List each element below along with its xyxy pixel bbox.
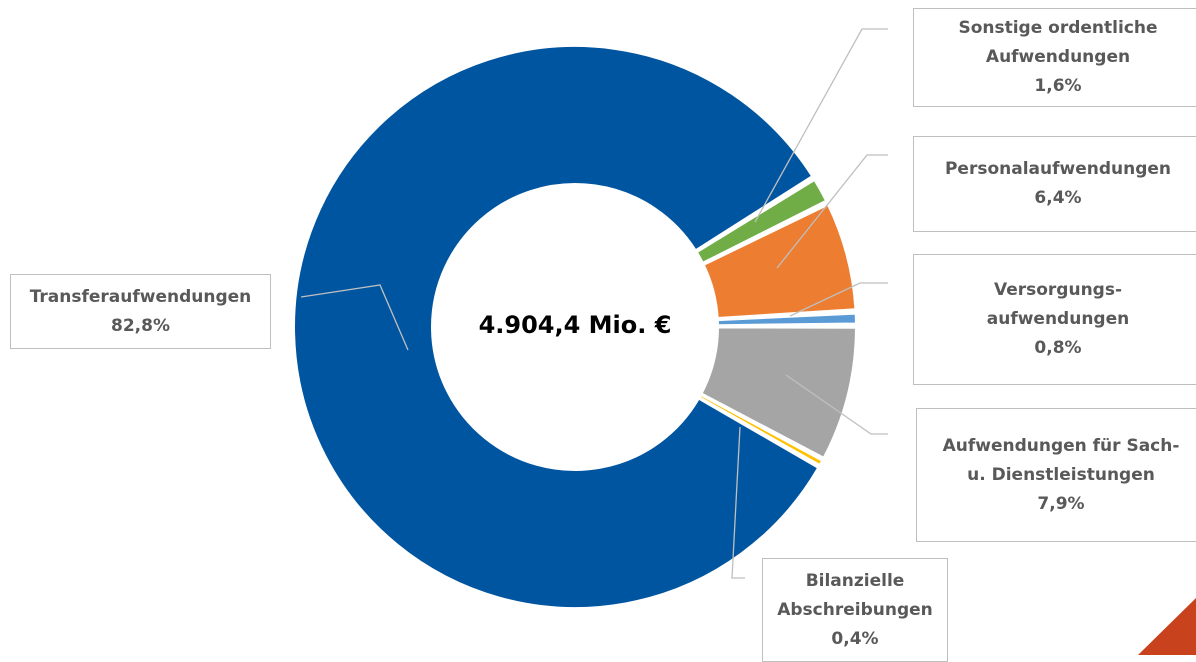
leader-lines: [300, 28, 888, 579]
data-label-text: u. Dienstleistungen: [967, 464, 1155, 485]
slice-sachleistungen: [700, 326, 858, 460]
data-label-text: Aufwendungen: [985, 47, 1131, 67]
donut-slices: [293, 45, 858, 609]
leader-line-sonstige: [754, 28, 888, 223]
data-label-text: Abschreibungen: [777, 599, 933, 620]
leader-line-sachleistungen: [785, 374, 888, 435]
data-label-percent: 7,9%: [1037, 493, 1085, 514]
data-label-text: Transferaufwendungen: [29, 286, 252, 307]
slice-personal: [702, 203, 857, 320]
slice-transfer: [293, 45, 820, 609]
data-label-text: aufwendungen: [986, 309, 1130, 329]
data-label-percent: 1,6%: [1034, 76, 1082, 96]
data-label-text: Personalaufwendungen: [944, 159, 1172, 179]
slice-versorgung: [716, 312, 857, 327]
data-label-sonstige: Sonstige ordentliche Aufwendungen 1,6%: [913, 8, 1196, 107]
data-label-text: Versorgungs-: [993, 280, 1123, 300]
data-label-text: Bilanzielle: [805, 570, 905, 591]
data-label-percent: 82,8%: [111, 315, 170, 336]
leader-line-transfer: [300, 284, 409, 351]
leader-line-versorgung: [789, 282, 888, 317]
data-label-percent: 0,4%: [831, 628, 879, 649]
center-total-label: 4.904,4 Mio. €: [478, 311, 672, 339]
data-label-sachleistungen: Aufwendungen für Sach-u. Dienstleistunge…: [916, 408, 1196, 542]
data-label-text: Sonstige ordentliche: [958, 18, 1158, 38]
data-label-personal: Personalaufwendungen 6,4%: [913, 136, 1196, 232]
leader-line-personal: [776, 154, 888, 269]
data-label-versorgung: Versorgungs-aufwendungen 0,8%: [913, 254, 1196, 385]
data-label-percent: 0,8%: [1034, 338, 1082, 358]
data-label-transfer: Transferaufwendungen 82,8%: [10, 274, 271, 349]
data-label-abschreibungen: Bilanzielle Abschreibungen 0,4%: [762, 558, 948, 662]
data-label-percent: 6,4%: [1034, 188, 1082, 208]
leader-line-abschreibungen: [731, 426, 745, 579]
data-label-text: Aufwendungen für Sach-: [942, 435, 1180, 456]
slice-abschreibungen: [698, 393, 824, 467]
slice-sonstige: [695, 178, 828, 265]
